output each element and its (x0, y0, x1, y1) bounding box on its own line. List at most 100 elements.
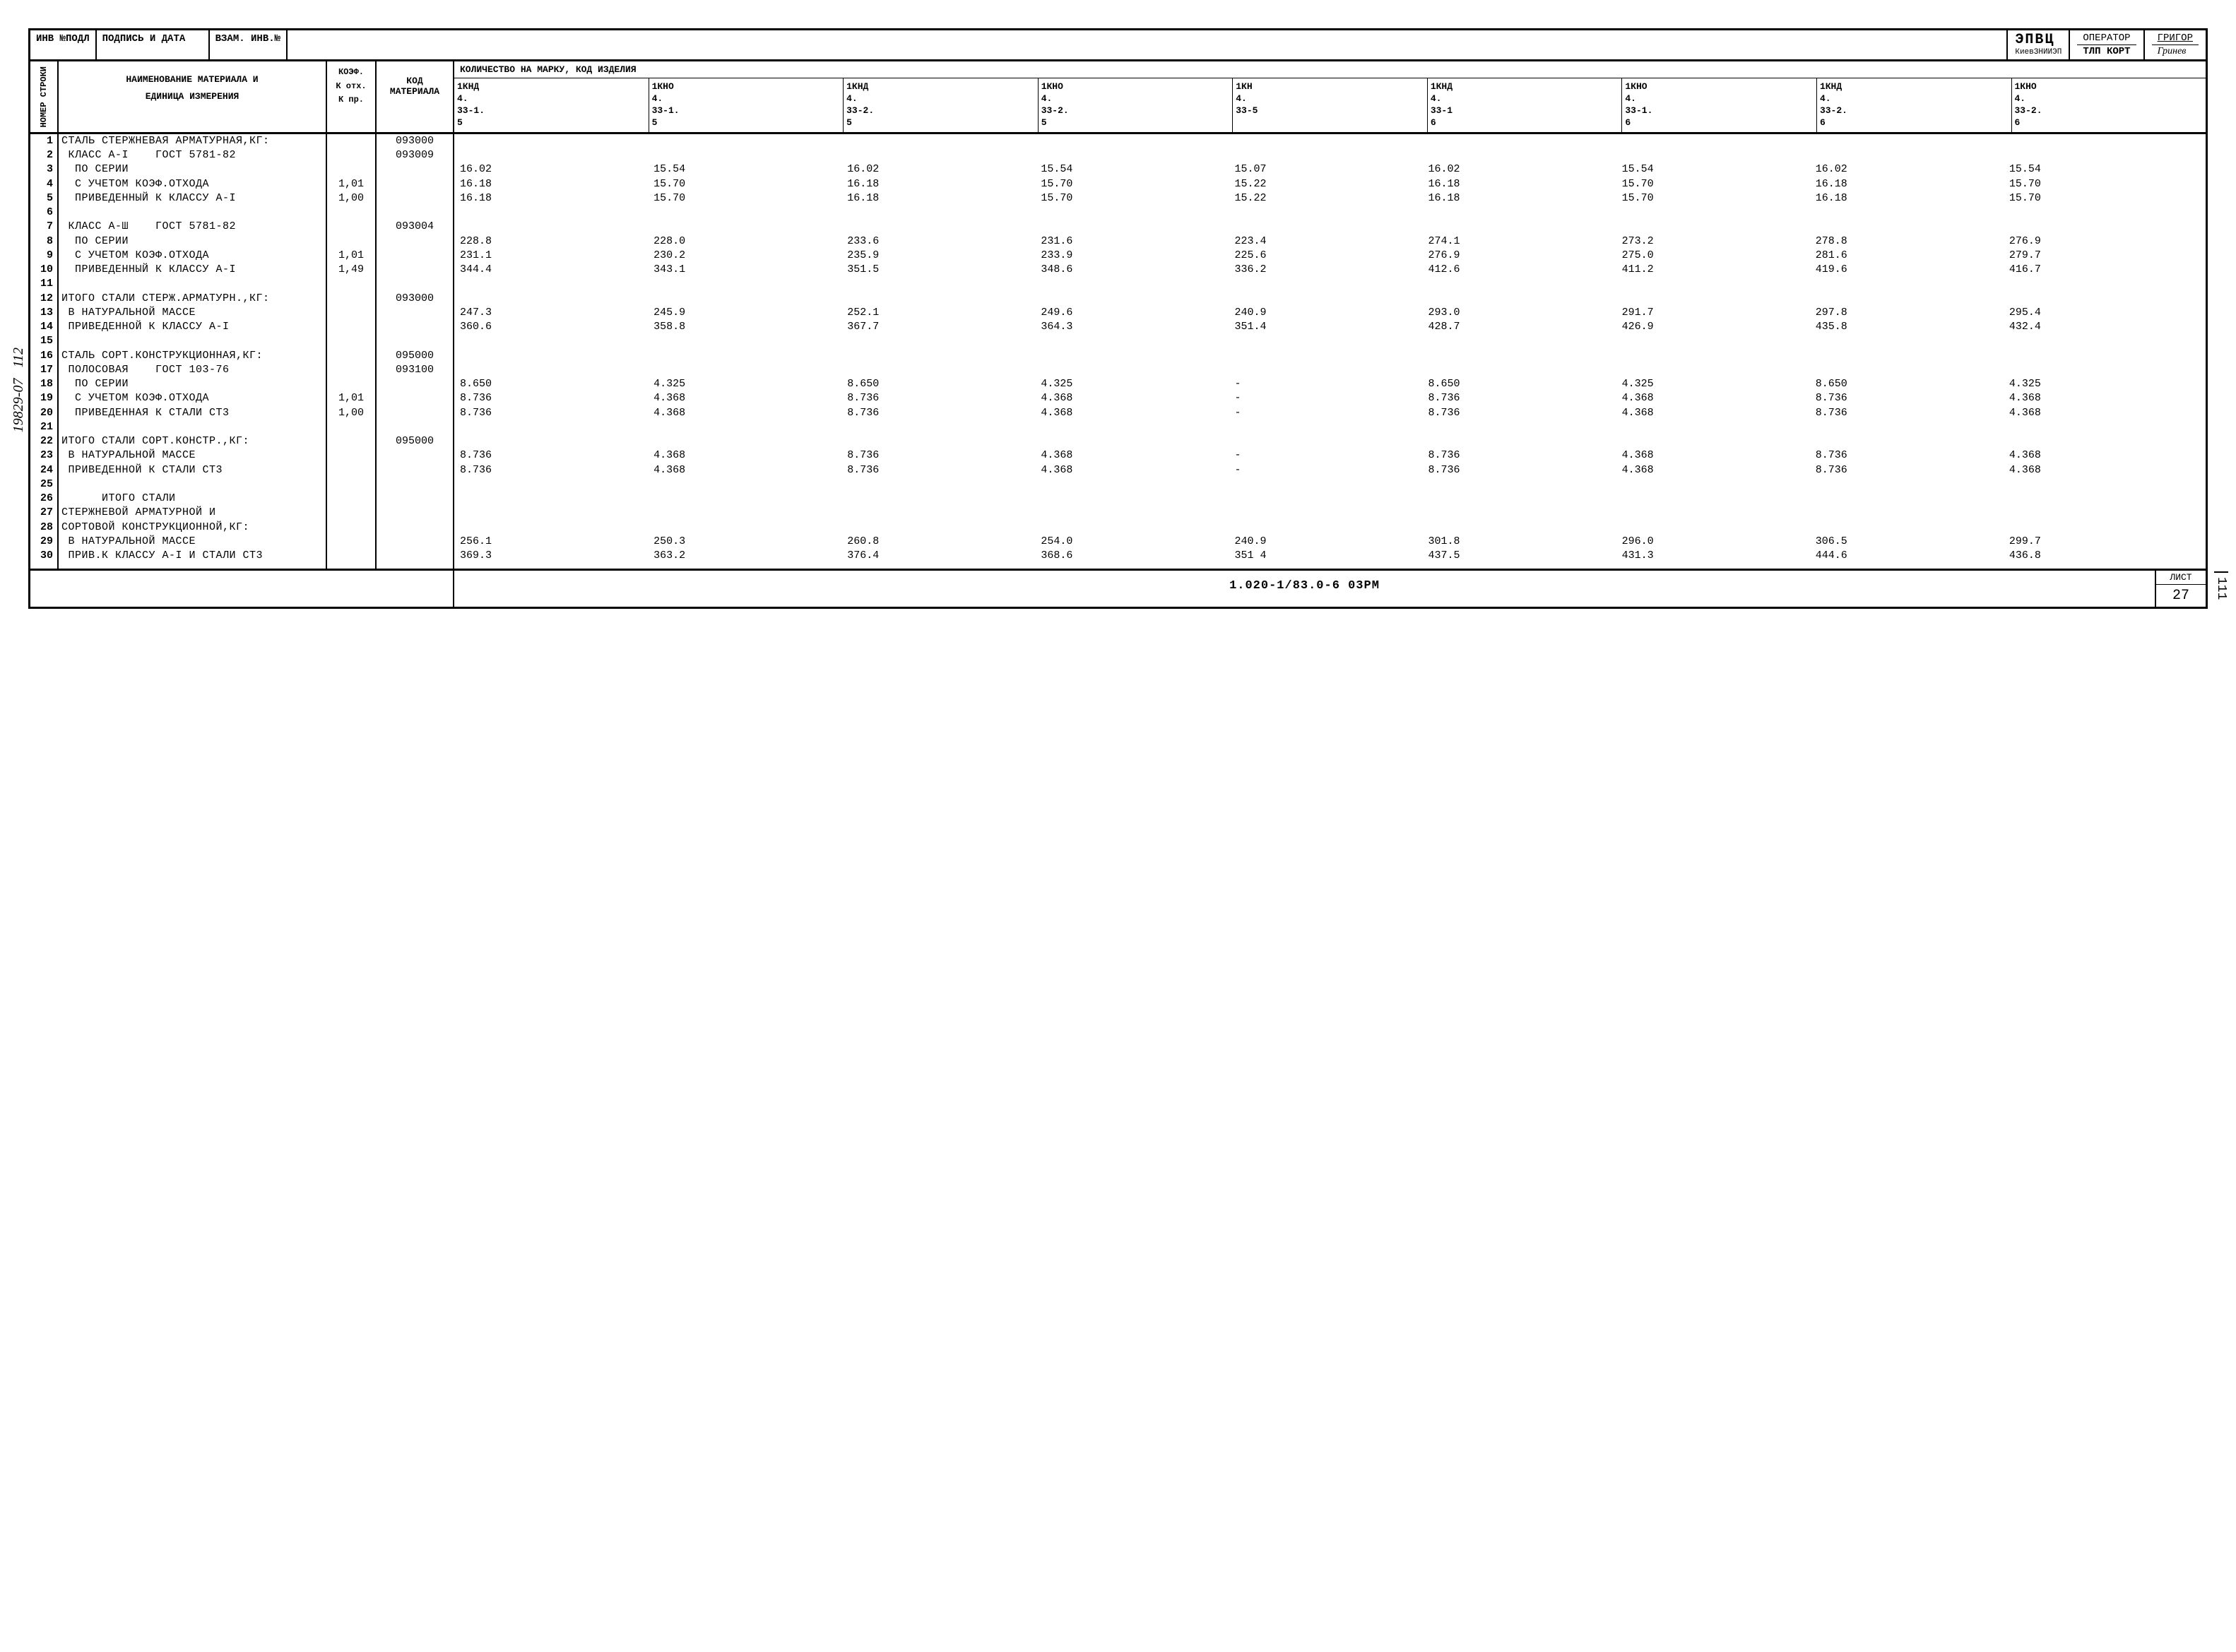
material-name: В НАТУРАЛЬНОЙ МАССЕ (59, 535, 327, 549)
qty-cell (1816, 148, 2009, 162)
qty-values: 247.3245.9252.1249.6240.9293.0291.7297.8… (454, 306, 2206, 320)
material-code (377, 234, 454, 249)
qty-cell: 231.6 (1041, 234, 1234, 249)
material-code (377, 263, 454, 277)
table-row: 30 ПРИВ.К КЛАССУ А-I И СТАЛИ СТ3369.3363… (30, 549, 2206, 563)
qty-cell (1234, 420, 1428, 434)
koef-value (327, 448, 377, 463)
material-code (377, 162, 454, 177)
material-name: В НАТУРАЛЬНОЙ МАССЕ (59, 306, 327, 320)
row-number: 19 (30, 391, 59, 405)
table-row: 6 (30, 206, 2206, 220)
operator-box: ОПЕРАТОР ТЛП КОРТ (2069, 30, 2143, 59)
row-number: 28 (30, 521, 59, 535)
qty-cell (460, 434, 653, 448)
qty-cell: 8.650 (460, 377, 653, 391)
table-row: 8 ПО СЕРИИ228.8228.0233.6231.6223.4274.1… (30, 234, 2206, 249)
qty-cell: 432.4 (2009, 320, 2203, 334)
qty-cell: 4.368 (2009, 463, 2203, 477)
koef-header: КОЭФ. К отх. К пр. (327, 61, 377, 132)
qty-cell (2009, 220, 2203, 234)
qty-cell: 4.368 (1622, 406, 1816, 420)
material-name-header: НАИМЕНОВАНИЕ МАТЕРИАЛА И ЕДИНИЦА ИЗМЕРЕН… (59, 61, 327, 132)
qty-values (454, 434, 2206, 448)
qty-cell (653, 492, 847, 506)
qty-cell: 15.70 (1622, 177, 1816, 191)
qty-values: 8.6504.3258.6504.325 -8.6504.3258.6504.3… (454, 377, 2206, 391)
qty-cell (1041, 521, 1234, 535)
qty-values (454, 521, 2206, 535)
table-row: 24 ПРИВЕДЕННОЙ К СТАЛИ СТ38.7364.3688.73… (30, 463, 2206, 477)
row-number: 22 (30, 434, 59, 448)
qty-values: 369.3363.2376.4368.6351 4437.5431.3444.6… (454, 549, 2206, 563)
qty-cell (847, 148, 1041, 162)
material-code (377, 177, 454, 191)
column-headers: НОМЕР СТРОКИ НАИМЕНОВАНИЕ МАТЕРИАЛА И ЕД… (30, 61, 2206, 134)
qty-cell: 8.736 (1428, 448, 1622, 463)
qty-values: 231.1230.2235.9233.9225.6276.9275.0281.6… (454, 249, 2206, 263)
qty-cell: 4.368 (2009, 391, 2203, 405)
qty-cell (460, 148, 653, 162)
qty-cell (1428, 334, 1622, 348)
qty-cell (1428, 148, 1622, 162)
rownum-header: НОМЕР СТРОКИ (30, 61, 59, 132)
qty-cell: 4.368 (653, 391, 847, 405)
qty-cell: 8.736 (460, 391, 653, 405)
row-number: 18 (30, 377, 59, 391)
signature-box: ГРИГОР Гринев (2143, 30, 2206, 59)
sign-date-label: ПОДПИСЬ И ДАТА (97, 30, 210, 59)
material-name: СТАЛЬ СТЕРЖНЕВАЯ АРМАТУРНАЯ,КГ: (59, 134, 327, 148)
row-number: 6 (30, 206, 59, 220)
table-row: 23 В НАТУРАЛЬНОЙ МАССЕ8.7364.3688.7364.3… (30, 448, 2206, 463)
qty-cell (847, 521, 1041, 535)
qty-cell: 15.70 (653, 191, 847, 206)
qty-cell: 254.0 (1041, 535, 1234, 549)
qty-values (454, 206, 2206, 220)
qty-cell: 15.54 (653, 162, 847, 177)
qty-cell: 15.70 (2009, 177, 2203, 191)
qty-cell (1041, 349, 1234, 363)
vzam-label: ВЗАМ. ИНВ.№ (210, 30, 286, 59)
material-name: ПРИВЕДЕННЫЙ К КЛАССУ А-I (59, 263, 327, 277)
qty-cell: 306.5 (1816, 535, 2009, 549)
qty-cell (1428, 434, 1622, 448)
koef-value (327, 334, 377, 348)
qty-cell (1816, 363, 2009, 377)
archive-number: 19829-07 112 (11, 347, 27, 432)
qty-col-header: 1КНД 4. 33-2. 5 (844, 78, 1039, 132)
koef-value (327, 477, 377, 492)
table-row: 9 С УЧЕТОМ КОЭФ.ОТХОДА1,01231.1230.2235.… (30, 249, 2206, 263)
qty-values (454, 492, 2206, 506)
koef-value: 1,01 (327, 177, 377, 191)
row-number: 15 (30, 334, 59, 348)
row-number: 1 (30, 134, 59, 148)
qty-cell (847, 434, 1041, 448)
qty-cell (1234, 206, 1428, 220)
qty-cell: 301.8 (1428, 535, 1622, 549)
qty-cell (653, 277, 847, 291)
qty-cell: 351 4 (1234, 549, 1428, 563)
qty-cell: 260.8 (847, 535, 1041, 549)
row-number: 9 (30, 249, 59, 263)
qty-column-headers: 1КНД 4. 33-1. 51КНО 4. 33-1. 51КНД 4. 33… (454, 78, 2206, 132)
material-name: КЛАСС А-I ГОСТ 5781-82 (59, 148, 327, 162)
qty-cell: 279.7 (2009, 249, 2203, 263)
material-name: СТАЛЬ СОРТ.КОНСТРУКЦИОННАЯ,КГ: (59, 349, 327, 363)
outer-page-number: 111 (2214, 571, 2228, 600)
qty-cell (1816, 220, 2009, 234)
qty-cell: 235.9 (847, 249, 1041, 263)
material-name (59, 477, 327, 492)
koef-value (327, 420, 377, 434)
qty-cell (460, 134, 653, 148)
koef-value: 1,00 (327, 191, 377, 206)
koef-value: 1,01 (327, 391, 377, 405)
row-number: 10 (30, 263, 59, 277)
qty-cell (1234, 363, 1428, 377)
qty-values (454, 334, 2206, 348)
material-code: 095000 (377, 434, 454, 448)
qty-cell: 15.54 (2009, 162, 2203, 177)
qty-values: 228.8228.0233.6231.6223.4274.1273.2278.8… (454, 234, 2206, 249)
qty-cell: 4.368 (2009, 406, 2203, 420)
qty-cell (460, 206, 653, 220)
qty-cell: 247.3 (460, 306, 653, 320)
